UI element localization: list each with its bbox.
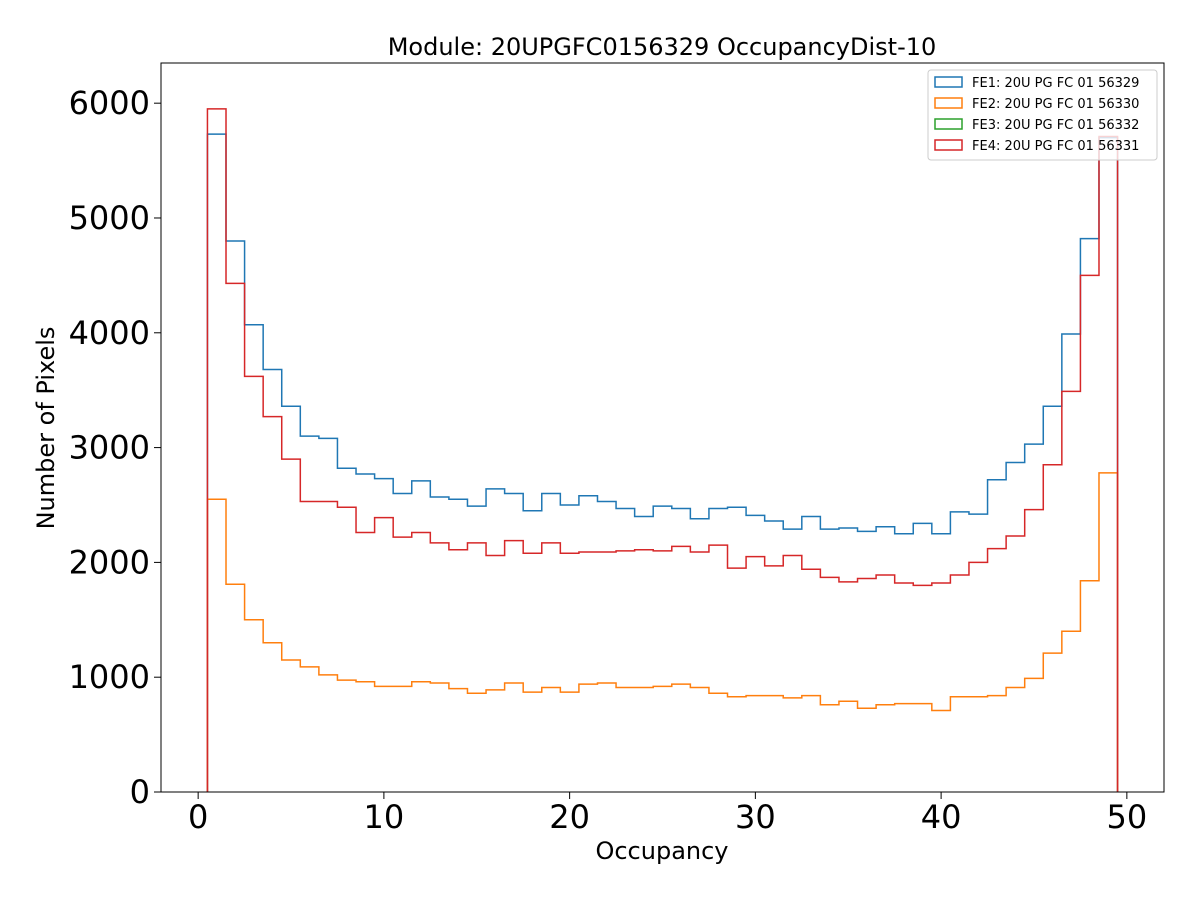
- legend-swatch-4: [934, 139, 963, 151]
- y-tick-label: 5000: [69, 199, 150, 237]
- y-axis-label: Number of Pixels: [32, 327, 60, 530]
- legend-entry-3: FE3: 20U PG FC 01 56332: [972, 118, 1139, 133]
- y-tick-label: 3000: [69, 429, 150, 467]
- legend-entry-2: FE2: 20U PG FC 01 56330: [972, 97, 1139, 112]
- series-step-4: [206, 108, 1119, 792]
- y-axis: 0 1000 2000 3000 4000 5000 6000: [69, 84, 161, 811]
- x-tick-label: 30: [735, 798, 776, 836]
- x-tick-label: 50: [1106, 798, 1147, 836]
- legend-swatch-2: [934, 97, 963, 109]
- axes-frame: [160, 62, 1165, 793]
- legend: FE1: 20U PG FC 01 56329 FE2: 20U PG FC 01…: [927, 69, 1158, 161]
- y-tick-label: 2000: [69, 543, 150, 581]
- plot-area: [206, 108, 1119, 792]
- legend-entry-1: FE1: 20U PG FC 01 56329: [972, 76, 1139, 91]
- y-tick-label: 1000: [69, 658, 150, 696]
- y-tick-label: 4000: [69, 314, 150, 352]
- series-step-2: [206, 472, 1119, 792]
- x-axis-label: Occupancy: [595, 837, 728, 865]
- y-tick-label: 0: [130, 773, 150, 811]
- x-tick-label: 10: [364, 798, 405, 836]
- x-axis: 0 10 20 30 40 50: [188, 792, 1147, 836]
- legend-swatch-3: [934, 118, 963, 130]
- x-tick-label: 20: [549, 798, 590, 836]
- x-tick-label: 0: [188, 798, 208, 836]
- legend-swatch-1: [934, 76, 963, 88]
- x-tick-label: 40: [921, 798, 962, 836]
- chart-title: Module: 20UPGFC0156329 OccupancyDist-10: [388, 33, 937, 61]
- y-tick-label: 6000: [69, 84, 150, 122]
- legend-box: [927, 69, 1158, 161]
- legend-entry-4: FE4: 20U PG FC 01 56331: [972, 139, 1139, 154]
- series-step-1: [206, 133, 1119, 792]
